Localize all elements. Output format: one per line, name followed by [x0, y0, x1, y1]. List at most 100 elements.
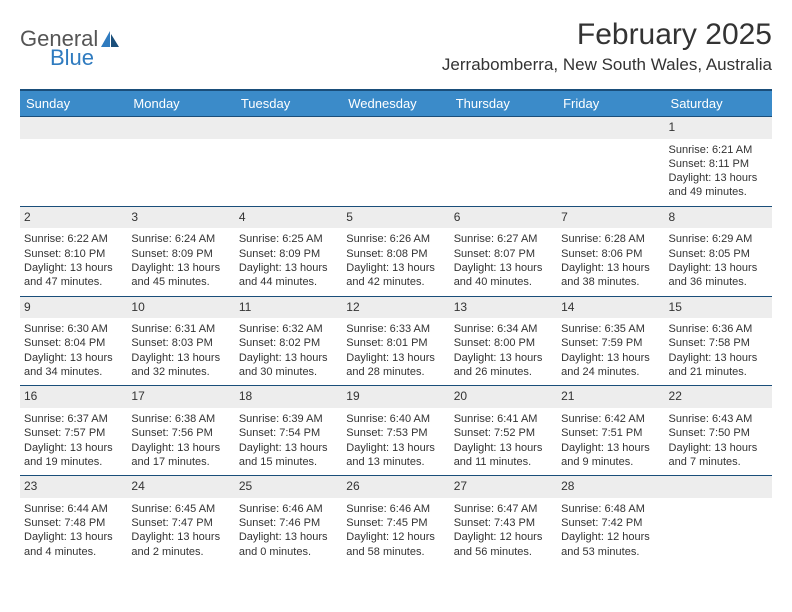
day-detail-cell [557, 139, 664, 207]
day-detail-cell: Sunrise: 6:34 AMSunset: 8:00 PMDaylight:… [450, 318, 557, 386]
detail-line: Daylight: 12 hours and 53 minutes. [561, 530, 660, 559]
detail-line: Sunrise: 6:21 AM [669, 143, 768, 157]
detail-line: Daylight: 13 hours and 2 minutes. [131, 530, 230, 559]
detail-line: Daylight: 13 hours and 21 minutes. [669, 351, 768, 380]
detail-line: Sunrise: 6:41 AM [454, 412, 553, 426]
day-number-cell: 25 [235, 476, 342, 498]
day-detail-cell [450, 139, 557, 207]
detail-line: Sunset: 8:03 PM [131, 336, 230, 350]
daynum-row: 1 [20, 117, 772, 139]
day-number-cell: 23 [20, 476, 127, 498]
day-detail-cell: Sunrise: 6:46 AMSunset: 7:46 PMDaylight:… [235, 498, 342, 565]
day-detail-cell: Sunrise: 6:26 AMSunset: 8:08 PMDaylight:… [342, 228, 449, 296]
detail-line: Sunrise: 6:46 AM [346, 502, 445, 516]
detail-line: Sunrise: 6:38 AM [131, 412, 230, 426]
detail-line: Daylight: 13 hours and 15 minutes. [239, 441, 338, 470]
detail-line: Sunrise: 6:36 AM [669, 322, 768, 336]
day-number-cell [127, 117, 234, 139]
day-number-cell: 2 [20, 206, 127, 228]
day-number-cell: 18 [235, 386, 342, 408]
daynum-row: 16171819202122 [20, 386, 772, 408]
day-detail-cell: Sunrise: 6:27 AMSunset: 8:07 PMDaylight:… [450, 228, 557, 296]
detail-line: Sunset: 7:43 PM [454, 516, 553, 530]
day-number-cell: 27 [450, 476, 557, 498]
day-detail-cell [20, 139, 127, 207]
detail-line: Daylight: 13 hours and 24 minutes. [561, 351, 660, 380]
detail-line: Sunrise: 6:39 AM [239, 412, 338, 426]
day-number-cell: 17 [127, 386, 234, 408]
daynum-row: 232425262728 [20, 476, 772, 498]
calendar-table: Sunday Monday Tuesday Wednesday Thursday… [20, 91, 772, 565]
weekday-header: Friday [557, 91, 664, 117]
detail-line: Sunset: 8:04 PM [24, 336, 123, 350]
day-number-cell: 5 [342, 206, 449, 228]
detail-line: Sunset: 7:50 PM [669, 426, 768, 440]
detail-line: Sunset: 7:52 PM [454, 426, 553, 440]
detail-line: Daylight: 13 hours and 40 minutes. [454, 261, 553, 290]
day-detail-cell: Sunrise: 6:24 AMSunset: 8:09 PMDaylight:… [127, 228, 234, 296]
detail-line: Daylight: 13 hours and 19 minutes. [24, 441, 123, 470]
detail-line: Daylight: 13 hours and 17 minutes. [131, 441, 230, 470]
detail-line: Daylight: 13 hours and 47 minutes. [24, 261, 123, 290]
day-number-cell: 14 [557, 296, 664, 318]
day-number-cell: 26 [342, 476, 449, 498]
day-detail-cell: Sunrise: 6:28 AMSunset: 8:06 PMDaylight:… [557, 228, 664, 296]
day-number-cell: 15 [665, 296, 772, 318]
day-number-cell: 4 [235, 206, 342, 228]
day-number-cell [450, 117, 557, 139]
detail-line: Sunset: 7:42 PM [561, 516, 660, 530]
day-number-cell: 13 [450, 296, 557, 318]
detail-line: Daylight: 13 hours and 36 minutes. [669, 261, 768, 290]
day-number-cell: 3 [127, 206, 234, 228]
detail-line: Daylight: 13 hours and 26 minutes. [454, 351, 553, 380]
detail-line: Daylight: 12 hours and 56 minutes. [454, 530, 553, 559]
day-detail-cell [235, 139, 342, 207]
daynum-row: 9101112131415 [20, 296, 772, 318]
weekday-header: Thursday [450, 91, 557, 117]
detail-line: Daylight: 13 hours and 7 minutes. [669, 441, 768, 470]
day-detail-cell [127, 139, 234, 207]
day-number-cell [342, 117, 449, 139]
day-number-cell: 22 [665, 386, 772, 408]
day-detail-cell: Sunrise: 6:32 AMSunset: 8:02 PMDaylight:… [235, 318, 342, 386]
detail-line: Daylight: 13 hours and 11 minutes. [454, 441, 553, 470]
day-detail-cell: Sunrise: 6:40 AMSunset: 7:53 PMDaylight:… [342, 408, 449, 476]
day-number-cell: 20 [450, 386, 557, 408]
day-detail-cell: Sunrise: 6:36 AMSunset: 7:58 PMDaylight:… [665, 318, 772, 386]
detail-line: Sunrise: 6:40 AM [346, 412, 445, 426]
detail-line: Sunset: 7:59 PM [561, 336, 660, 350]
detail-line: Sunset: 8:06 PM [561, 247, 660, 261]
detail-line: Daylight: 13 hours and 42 minutes. [346, 261, 445, 290]
detail-line: Sunrise: 6:46 AM [239, 502, 338, 516]
day-detail-cell: Sunrise: 6:43 AMSunset: 7:50 PMDaylight:… [665, 408, 772, 476]
detail-line: Sunset: 8:10 PM [24, 247, 123, 261]
day-detail-cell: Sunrise: 6:44 AMSunset: 7:48 PMDaylight:… [20, 498, 127, 565]
detail-line: Sunrise: 6:34 AM [454, 322, 553, 336]
detail-line: Sunrise: 6:24 AM [131, 232, 230, 246]
logo-text-blue: Blue [50, 45, 94, 70]
day-number-cell: 24 [127, 476, 234, 498]
day-number-cell: 7 [557, 206, 664, 228]
day-detail-cell: Sunrise: 6:48 AMSunset: 7:42 PMDaylight:… [557, 498, 664, 565]
day-detail-cell: Sunrise: 6:37 AMSunset: 7:57 PMDaylight:… [20, 408, 127, 476]
day-number-cell: 28 [557, 476, 664, 498]
detail-line: Sunrise: 6:37 AM [24, 412, 123, 426]
detail-line: Sunrise: 6:22 AM [24, 232, 123, 246]
detail-line: Sunrise: 6:30 AM [24, 322, 123, 336]
day-detail-cell: Sunrise: 6:41 AMSunset: 7:52 PMDaylight:… [450, 408, 557, 476]
detail-line: Sunset: 8:09 PM [131, 247, 230, 261]
detail-line: Sunrise: 6:48 AM [561, 502, 660, 516]
detail-line: Sunrise: 6:43 AM [669, 412, 768, 426]
detail-line: Sunset: 7:48 PM [24, 516, 123, 530]
weekday-header-row: Sunday Monday Tuesday Wednesday Thursday… [20, 91, 772, 117]
detail-line: Daylight: 13 hours and 9 minutes. [561, 441, 660, 470]
detail-line: Sunrise: 6:31 AM [131, 322, 230, 336]
day-number-cell: 12 [342, 296, 449, 318]
detail-line: Sunrise: 6:32 AM [239, 322, 338, 336]
detail-line: Sunrise: 6:25 AM [239, 232, 338, 246]
calendar-page: General February 2025 Jerrabomberra, New… [0, 0, 792, 565]
day-number-cell [20, 117, 127, 139]
day-detail-cell: Sunrise: 6:22 AMSunset: 8:10 PMDaylight:… [20, 228, 127, 296]
detail-line: Sunset: 7:45 PM [346, 516, 445, 530]
day-number-cell: 9 [20, 296, 127, 318]
